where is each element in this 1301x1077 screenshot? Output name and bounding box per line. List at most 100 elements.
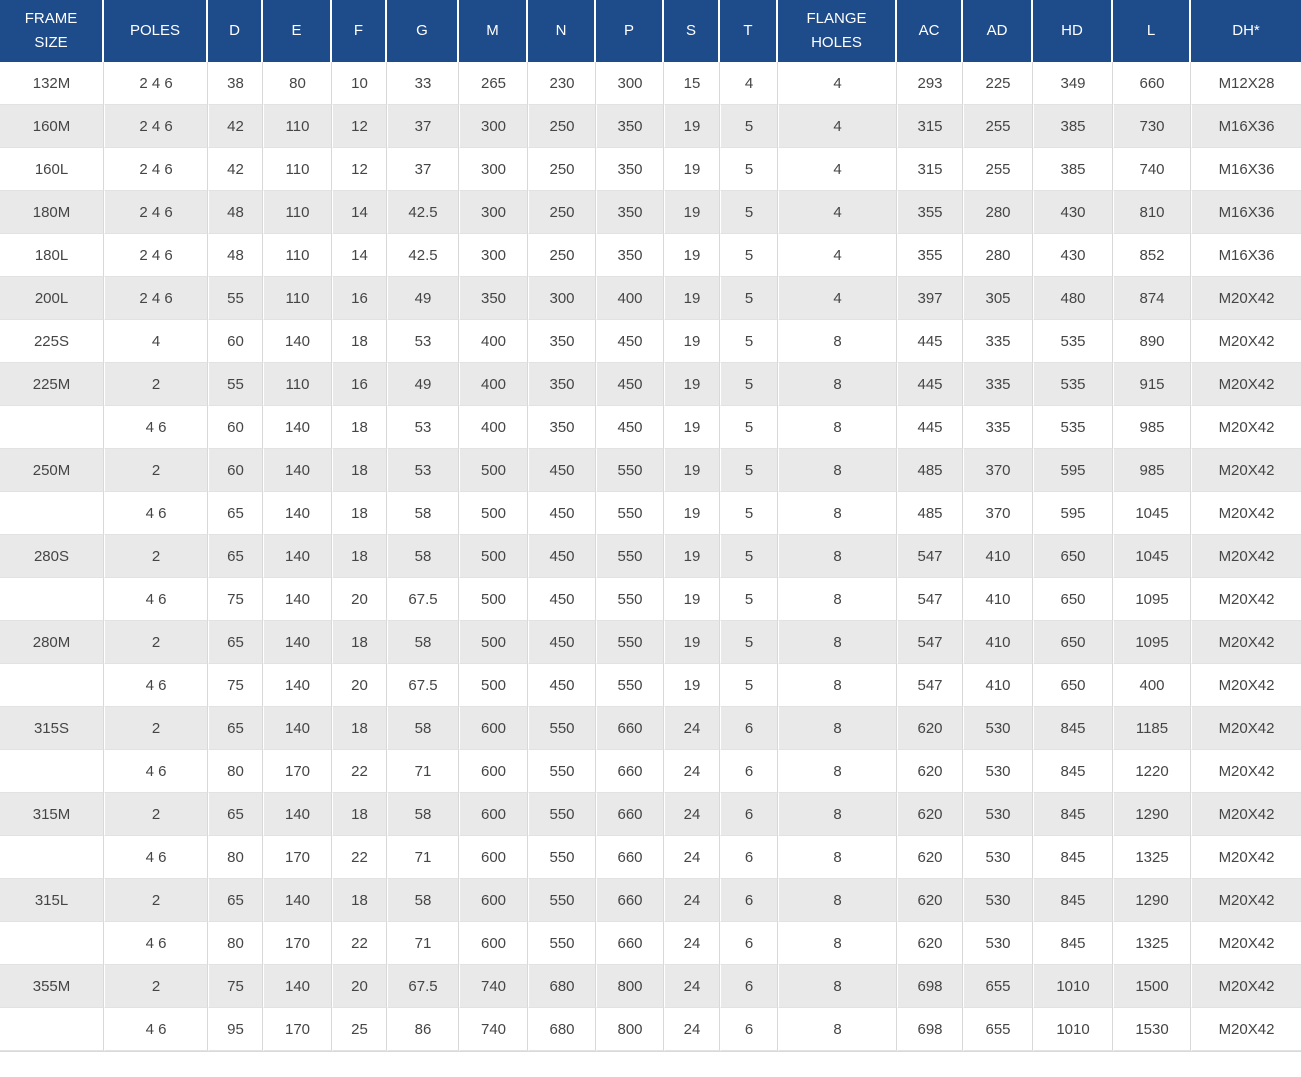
cell: 1010	[1033, 965, 1113, 1008]
table-row-160M: 160M 2 4 6 42 110 12 37 300 250 350 19 5 4 315 255 385…	[0, 105, 1301, 148]
cell: 8	[778, 492, 897, 535]
frame-size-spec-table: FRAME SIZE POLES D E F G M N P S T FLANGE HOLES AC AD HD…	[0, 0, 1301, 1052]
cell: 2	[104, 621, 208, 664]
cell: 400	[1113, 664, 1191, 707]
cell: 18	[332, 621, 387, 664]
cell: 410	[963, 664, 1033, 707]
cell: 19	[664, 449, 720, 492]
cell: 58	[387, 793, 459, 836]
cell: 49	[387, 363, 459, 406]
cell: 42	[208, 148, 263, 191]
cell: 600	[459, 836, 528, 879]
cell: 660	[596, 836, 664, 879]
cell: 500	[459, 492, 528, 535]
cell: 18	[332, 879, 387, 922]
cell: 58	[387, 707, 459, 750]
cell: 14	[332, 234, 387, 277]
cell: 450	[528, 449, 596, 492]
cell: 397	[897, 277, 963, 320]
cell: 110	[263, 234, 332, 277]
frame-size-cell	[0, 406, 104, 449]
cell: 170	[263, 1008, 332, 1051]
cell: M20X42	[1191, 836, 1301, 879]
cell: 5	[720, 621, 778, 664]
cell: 4	[104, 320, 208, 363]
cell: 300	[459, 148, 528, 191]
cell: 5	[720, 578, 778, 621]
cell: 4 6	[104, 922, 208, 965]
cell: 8	[778, 621, 897, 664]
cell: 1500	[1113, 965, 1191, 1008]
cell: 400	[459, 320, 528, 363]
cell: M20X42	[1191, 449, 1301, 492]
cell: 845	[1033, 922, 1113, 965]
cell: 550	[528, 793, 596, 836]
cell: 42.5	[387, 191, 459, 234]
cell: 400	[459, 363, 528, 406]
cell: 8	[778, 750, 897, 793]
cell: M20X42	[1191, 363, 1301, 406]
cell: 18	[332, 793, 387, 836]
frame-size-cell: 132M	[0, 62, 104, 105]
column-header-n: N	[528, 0, 596, 62]
cell: 535	[1033, 406, 1113, 449]
cell: 985	[1113, 449, 1191, 492]
cell: M20X42	[1191, 707, 1301, 750]
cell: 620	[897, 836, 963, 879]
table-row-poles-46: 4 6 80 170 22 71 600 550 660 24 6 8 620 530 845 1220 M2…	[0, 750, 1301, 793]
cell: 4 6	[104, 750, 208, 793]
cell: 24	[664, 793, 720, 836]
cell: 890	[1113, 320, 1191, 363]
cell: 5	[720, 148, 778, 191]
cell: 550	[596, 449, 664, 492]
cell: 19	[664, 492, 720, 535]
frame-size-cell: 280S	[0, 535, 104, 578]
table-row-poles-46: 4 6 65 140 18 58 500 450 550 19 5 8 485 370 595 1045 M2…	[0, 492, 1301, 535]
table-row-315L: 315L 2 65 140 18 58 600 550 660 24 6 8 620 530 845 1290…	[0, 879, 1301, 922]
cell: 8	[778, 320, 897, 363]
cell: 18	[332, 320, 387, 363]
cell: 845	[1033, 750, 1113, 793]
cell: 660	[596, 879, 664, 922]
frame-size-cell: 250M	[0, 449, 104, 492]
cell: 5	[720, 363, 778, 406]
cell: 19	[664, 578, 720, 621]
cell: 6	[720, 1008, 778, 1051]
cell: 300	[459, 234, 528, 277]
cell: 350	[596, 148, 664, 191]
cell: 8	[778, 707, 897, 750]
cell: 1095	[1113, 621, 1191, 664]
cell: 315	[897, 105, 963, 148]
cell: 550	[528, 879, 596, 922]
cell: 845	[1033, 879, 1113, 922]
cell: 680	[528, 965, 596, 1008]
cell: 8	[778, 1008, 897, 1051]
cell: 250	[528, 105, 596, 148]
column-header-d: D	[208, 0, 263, 62]
cell: M20X42	[1191, 492, 1301, 535]
cell: 852	[1113, 234, 1191, 277]
cell: 42.5	[387, 234, 459, 277]
cell: 410	[963, 535, 1033, 578]
cell: 140	[263, 965, 332, 1008]
cell: 600	[459, 750, 528, 793]
cell: 800	[596, 965, 664, 1008]
cell: 15	[664, 62, 720, 105]
cell: 12	[332, 148, 387, 191]
cell: 80	[208, 836, 263, 879]
cell: 14	[332, 191, 387, 234]
cell: 740	[459, 1008, 528, 1051]
cell: 255	[963, 105, 1033, 148]
cell: 4 6	[104, 406, 208, 449]
cell: 65	[208, 879, 263, 922]
cell: M20X42	[1191, 535, 1301, 578]
cell: 530	[963, 879, 1033, 922]
cell: 65	[208, 621, 263, 664]
cell: 595	[1033, 449, 1113, 492]
table-row-355M: 355M 2 75 140 20 67.5 740 680 800 24 6 8 698 655 1010 1…	[0, 965, 1301, 1008]
cell: 4	[778, 148, 897, 191]
cell: 4	[778, 191, 897, 234]
cell: 8	[778, 363, 897, 406]
cell: 650	[1033, 578, 1113, 621]
cell: 600	[459, 922, 528, 965]
